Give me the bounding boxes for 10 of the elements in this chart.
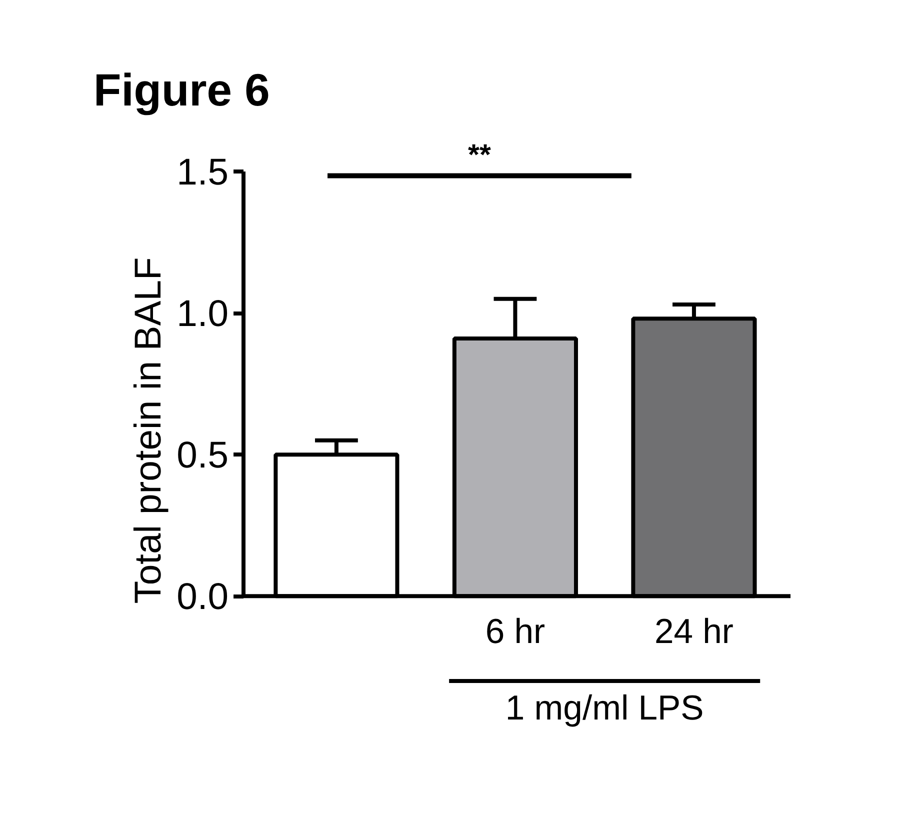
text: ** xyxy=(468,138,492,172)
y-tick-label: 0.5 xyxy=(176,434,229,476)
y-axis-title: Total protein in BALF xyxy=(126,257,169,604)
x-tick-label: 6 hr xyxy=(485,613,546,652)
x-tick-label: 24 hr xyxy=(654,613,734,652)
y-tick-label: 1.5 xyxy=(176,150,229,192)
y-tick-label: 0.0 xyxy=(176,575,229,618)
text: 1 mg/ml LPS xyxy=(505,690,704,728)
y-tick-label: 1.0 xyxy=(176,292,229,334)
chart-title: Figure 6 xyxy=(94,64,270,116)
